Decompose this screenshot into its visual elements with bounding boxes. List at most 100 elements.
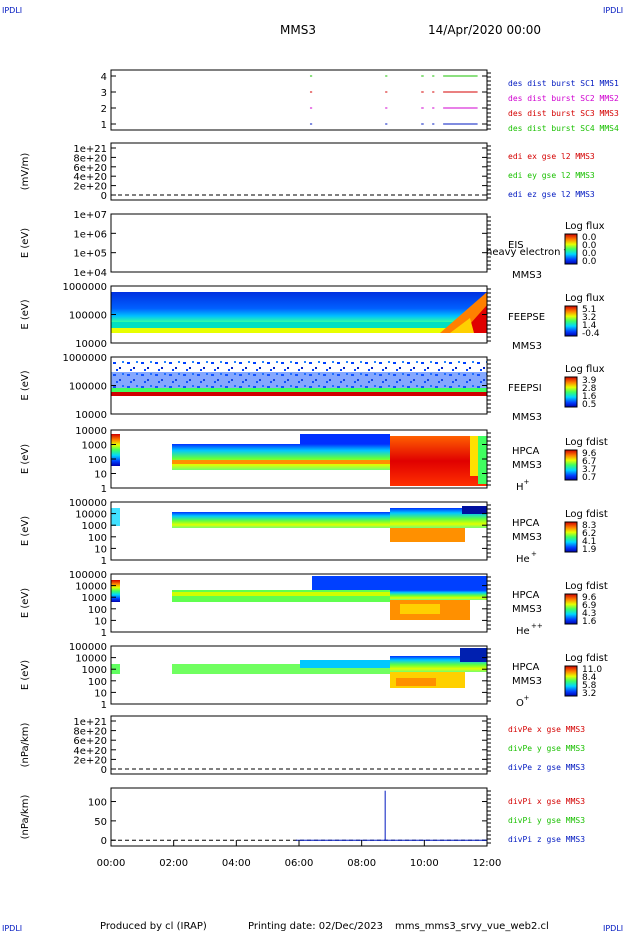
y-tick-label: 10000	[75, 582, 107, 593]
y-tick-label: 100000	[69, 311, 107, 322]
species-label: O	[516, 698, 524, 709]
colorbar	[564, 449, 578, 481]
panel-eis: 1e+07 1e+06 1e+05 1e+04 E (eV) EIS MMS3 heavy e…	[20, 210, 605, 281]
x-tick-label: 08:00	[347, 858, 376, 869]
panel-frame	[110, 645, 488, 705]
panel-frame	[110, 787, 488, 847]
y-tick-label: 4e+20	[73, 172, 107, 183]
colorbar-tick-label: 1.9	[582, 545, 597, 555]
y-tick-label: 100	[88, 605, 107, 616]
colorbar-tick-label: 3.2	[582, 689, 596, 699]
colorbar-title: Log fdist	[565, 581, 608, 592]
colorbar-title: Log fdist	[565, 437, 608, 448]
y-tick-label: 6e+20	[73, 736, 107, 747]
colorbar-tick-label: 4.1	[582, 537, 596, 547]
header-spacecraft: MMS3	[280, 23, 316, 37]
y-tick-label: 6e+20	[73, 163, 107, 174]
y-tick-label: 10000	[75, 339, 107, 350]
spacecraft-label: MMS3	[512, 676, 542, 687]
colorbar-title: Log fdist	[565, 509, 608, 520]
y-axis-label: E (eV)	[20, 370, 31, 400]
y-tick-label: 0	[101, 765, 107, 776]
legend-entry: divPi z gse MMS3	[508, 835, 585, 844]
y-tick-label: 3	[101, 88, 107, 99]
colorbar-tick-label: 4.3	[582, 609, 596, 619]
colorbar	[564, 233, 578, 265]
colorbar-title: Log flux	[565, 293, 605, 304]
panel-hpca_h: 10000 1000 100 10 1 E (eV) HPCA MMS3 H + Log fdist…	[20, 426, 608, 495]
hpca-he2-spectrogram-image	[111, 576, 487, 620]
species-charge: ++	[531, 622, 543, 630]
y-axis-label: (mV/m)	[20, 153, 31, 191]
hpca-he-spectrogram-image	[111, 506, 487, 542]
y-tick-label: 1000	[82, 521, 107, 532]
colorbar-tick-label: 6.9	[582, 601, 597, 611]
legend-entry: des dist burst SC1 MMS1	[508, 79, 619, 88]
colorbar-tick-label: 8.3	[582, 521, 596, 531]
y-tick-label: 100000	[69, 382, 107, 393]
colorbar-tick-label: 9.6	[582, 593, 597, 603]
y-tick-label: 2e+20	[73, 182, 107, 193]
y-tick-label: 4e+20	[73, 746, 107, 757]
legend-entry: des dist burst SC3 MMS3	[508, 109, 619, 118]
y-tick-label: 0	[101, 191, 107, 202]
colorbar-tick-label: 2.8	[582, 384, 597, 394]
colorbar-tick-label: 6.7	[582, 457, 596, 467]
colorbar-tick-label: 0.0	[582, 233, 597, 243]
y-tick-label: 1000	[82, 665, 107, 676]
y-tick-label: 1e+05	[73, 249, 107, 260]
spacecraft-label: MMS3	[512, 412, 542, 423]
panel-divpi: 100 50 0 (nPa/km) divPi x gse MMS3 divPi y gs…	[20, 787, 585, 847]
panel-note: heavy electron to	[486, 247, 574, 258]
spacecraft-label: MMS3	[512, 604, 542, 615]
y-tick-label: 1e+07	[73, 210, 107, 221]
instrument-label: FEEPSI	[508, 383, 542, 394]
instrument-label: HPCA	[512, 446, 540, 457]
colorbar-tick-label: 0.5	[582, 400, 596, 410]
colorbar-tick-label: 3.9	[582, 376, 597, 386]
y-tick-label: 10000	[75, 654, 107, 665]
y-axis-label: E (eV)	[20, 228, 31, 258]
colorbar-tick-label: 11.0	[582, 665, 602, 675]
spacecraft-label: MMS3	[512, 460, 542, 471]
colorbar-tick-label: 5.1	[582, 305, 596, 315]
y-tick-label: 10	[94, 470, 107, 481]
spacecraft-label: MMS3	[512, 341, 542, 352]
colorbar-tick-label: 9.6	[582, 449, 597, 459]
legend-entry: des dist burst SC4 MMS4	[508, 124, 619, 133]
colorbar	[564, 593, 578, 625]
legend-entry: divPe z gse MMS3	[508, 763, 585, 772]
panel-frame	[110, 69, 488, 131]
y-tick-label: 8e+20	[73, 727, 107, 738]
y-axis-label: E (eV)	[20, 299, 31, 329]
colorbar-tick-label: 0.0	[582, 249, 597, 259]
y-tick-label: 10	[94, 616, 107, 627]
y-tick-label: 1000000	[62, 282, 107, 293]
y-axis-label: E (eV)	[20, 444, 31, 474]
colorbar-tick-label: 1.6	[582, 392, 597, 402]
colorbar-tick-label: 1.6	[582, 617, 597, 627]
y-axis-label: E (eV)	[20, 660, 31, 690]
y-axis-label: E (eV)	[20, 588, 31, 618]
y-tick-label: 1	[101, 628, 107, 639]
y-tick-label: 2	[101, 104, 107, 115]
y-tick-label: 100	[88, 455, 107, 466]
colorbar-tick-label: 0.7	[582, 473, 596, 483]
x-tick-label: 06:00	[285, 858, 314, 869]
y-tick-label: 1e+06	[73, 229, 107, 240]
corner-mark-bottom-right: IPDLI	[603, 924, 623, 933]
panel-frame	[110, 573, 488, 633]
corner-mark-top-left: IPDLI	[2, 6, 22, 15]
legend-entry: edi ey gse l2 MMS3	[508, 171, 595, 180]
instrument-label: HPCA	[512, 590, 540, 601]
y-axis-label: (nPa/km)	[20, 723, 31, 768]
species-charge: +	[524, 694, 530, 702]
panel-frame	[110, 213, 488, 273]
spacecraft-label: MMS3	[512, 270, 542, 281]
y-tick-label: 8e+20	[73, 153, 107, 164]
panel-feepsi: 1000000 100000 10000 E (eV) FEEPSI MMS3 Log fl…	[20, 353, 605, 423]
